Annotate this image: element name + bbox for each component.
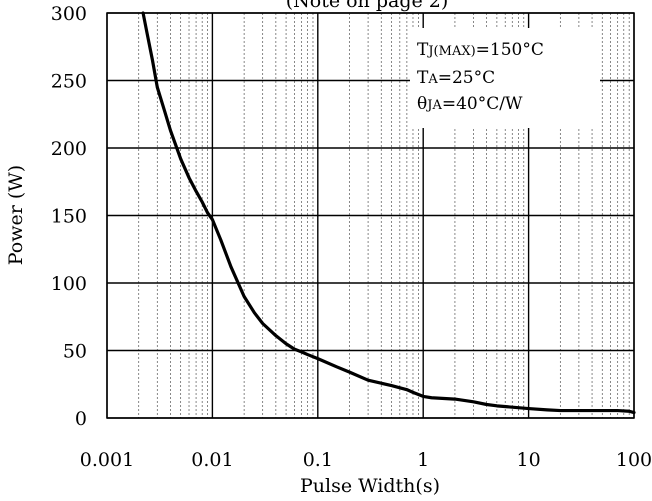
x-tick-label: 100 [616,449,652,471]
tick-labels: 0.001 0.01 0.1 1 10 100 0 50 100 150 200 250 300 [51,3,652,471]
y-tick-label: 250 [51,71,87,93]
y-tick-label: 0 [75,408,87,430]
x-tick-label: 0.01 [191,449,233,471]
annotation-theta: θJA=40°C/W [417,94,523,114]
y-axis-title: Power (W) [5,165,27,265]
y-tick-label: 200 [51,138,87,160]
y-tick-label: 300 [51,3,87,25]
x-axis-title: Pulse Width(s) [300,475,440,497]
power-curve-line [141,11,636,415]
y-tick-label: 50 [63,341,87,363]
annotation-box [410,28,600,128]
x-tick-label: 0.001 [80,449,134,471]
series-layer [141,11,636,415]
plot-frame [106,12,635,419]
title-backdrop [272,0,462,11]
y-tick-label: 100 [51,273,87,295]
x-tick-label: 10 [517,449,541,471]
y-tick-label: 150 [51,206,87,228]
annotation-ta: TA=25°C [417,68,495,88]
annotation-tj: TJ(MAX)=150°C [417,40,544,60]
x-tick-label: 1 [417,449,429,471]
x-tick-label: 0.1 [303,449,333,471]
chart-title: (Note on page 2) [286,0,449,12]
